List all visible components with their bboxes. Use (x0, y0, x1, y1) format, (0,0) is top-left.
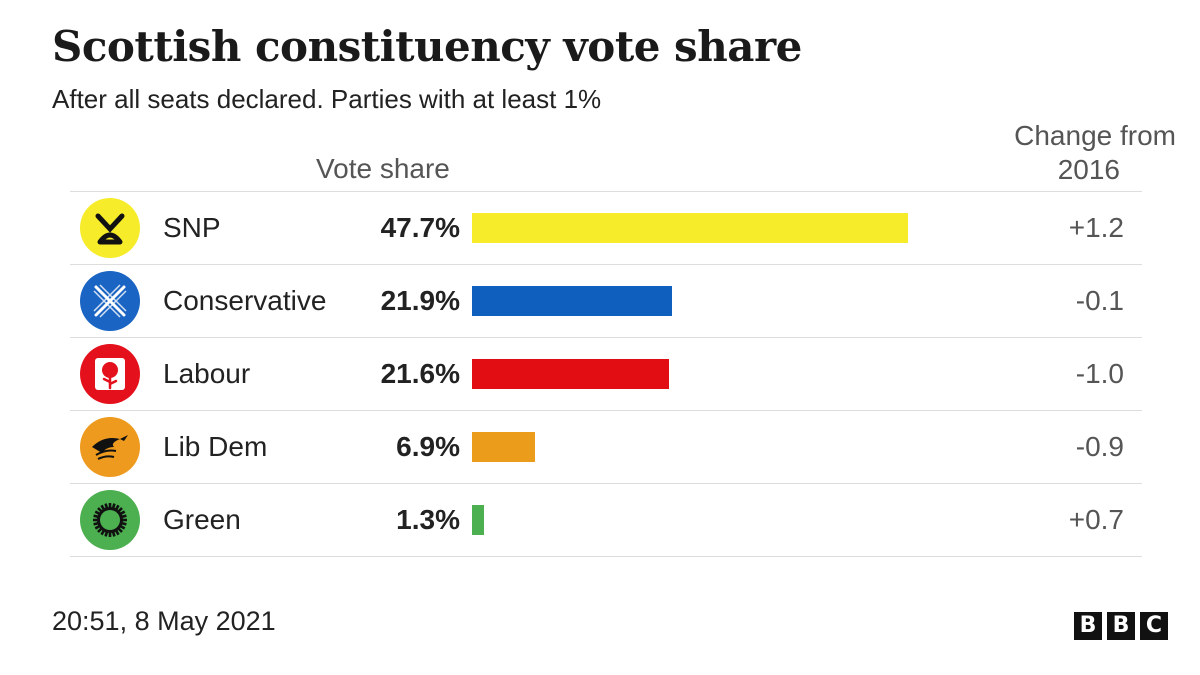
party-row: Lib Dem 6.9% -0.9 (70, 410, 1142, 483)
timestamp: 20:51, 8 May 2021 (52, 606, 276, 636)
change-header-line2: 2016 (1057, 154, 1120, 185)
change-value: -0.9 (1075, 431, 1124, 462)
bbc-logo-letter: B (1107, 612, 1135, 640)
vote-share-bar (472, 432, 535, 462)
bbc-logo-letter: B (1074, 612, 1102, 640)
bbc-logo-letter: C (1140, 612, 1168, 640)
change-value: -0.1 (1075, 285, 1124, 316)
party-name: Conservative (163, 285, 327, 316)
chart-subtitle: After all seats declared. Parties with a… (52, 84, 602, 114)
green-sunflower-icon (80, 490, 140, 550)
snp-logo-icon (80, 198, 140, 258)
party-row: Conservative 21.9% -0.1 (70, 264, 1142, 337)
chart-title: Scottish constituency vote share (52, 22, 802, 71)
party-name: Lib Dem (163, 431, 268, 462)
conservative-saltire-icon (80, 271, 140, 331)
party-row: Green 1.3% +0.7 (70, 483, 1142, 557)
party-name: Green (163, 504, 241, 535)
party-row: Labour 21.6% -1.0 (70, 337, 1142, 410)
vote-share-label: 6.9% (396, 431, 460, 462)
vote-share-label: 21.6% (380, 358, 460, 389)
labour-rose-icon (80, 344, 140, 404)
vote-share-header: Vote share (316, 153, 450, 184)
vote-share-bar (472, 213, 908, 243)
change-header: Change from 2016 (936, 119, 1176, 187)
change-value: -1.0 (1075, 358, 1124, 389)
party-rows: SNP 47.7% +1.2 Conservative 21.9% -0.1 Labour 2… (70, 191, 1142, 557)
party-name: Labour (163, 358, 251, 389)
vote-share-label: 21.9% (380, 285, 460, 316)
vote-share-label: 47.7% (380, 212, 460, 243)
party-row: SNP 47.7% +1.2 (70, 191, 1142, 264)
change-value: +1.2 (1068, 212, 1124, 243)
change-header-line1: Change from (1014, 120, 1176, 151)
vote-share-bar (472, 505, 484, 535)
vote-share-label: 1.3% (396, 504, 460, 535)
libdem-bird-icon (80, 417, 140, 477)
vote-share-bar (472, 359, 669, 389)
change-value: +0.7 (1068, 504, 1124, 535)
bbc-logo: B B C (1074, 612, 1168, 640)
party-name: SNP (163, 212, 221, 243)
vote-share-bar (472, 286, 672, 316)
